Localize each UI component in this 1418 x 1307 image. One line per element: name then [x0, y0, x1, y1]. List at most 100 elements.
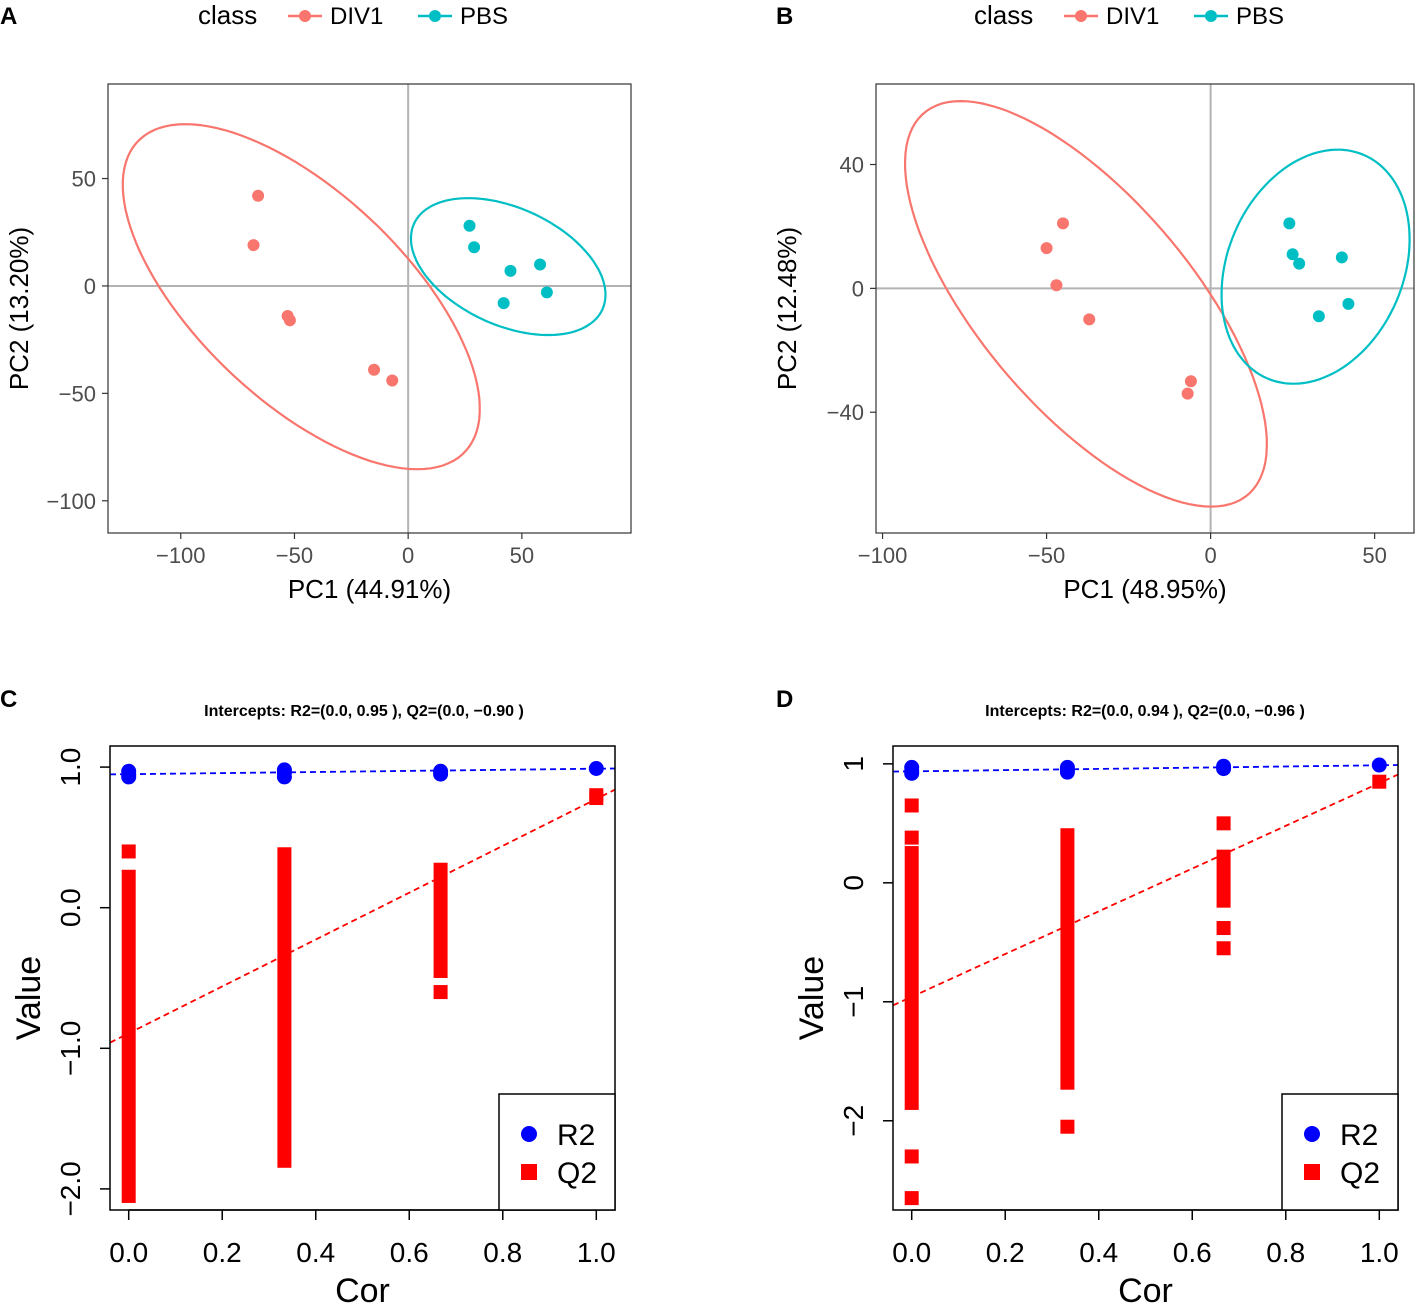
x-tick-label: 1.0 [1360, 1237, 1399, 1268]
x-tick-label: 0 [402, 543, 414, 568]
r2-point-8 [1216, 758, 1232, 774]
plot-area [121, 123, 607, 471]
y-axis-title: Value [793, 956, 831, 1040]
x-tick-label: 0.4 [1079, 1237, 1118, 1268]
legend-title: class [198, 0, 257, 30]
y-axis-title: PC2 (13.20%) [4, 227, 34, 390]
legend-r2-label: R2 [1340, 1119, 1378, 1152]
x-tick-label: −50 [1028, 543, 1065, 568]
r2-point-6 [1059, 759, 1075, 775]
y-tick-label: −1 [838, 986, 869, 1018]
y-tick-label: −40 [827, 400, 864, 425]
q2-point-1 [121, 844, 136, 859]
legend-label-div1: DIV1 [330, 3, 383, 30]
x-axis-title: Cor [1118, 1272, 1173, 1307]
r2-regression-line [893, 764, 1398, 773]
point-div1-3 [1050, 279, 1063, 292]
plot-frame [875, 83, 1415, 534]
point-pbs-2 [1286, 248, 1299, 261]
point-pbs-6 [540, 286, 553, 299]
y-tick-label: 0 [838, 875, 869, 891]
point-div1-1 [252, 189, 265, 202]
x-tick-label: 0.0 [109, 1237, 148, 1268]
y-axis-title: PC2 (12.48%) [772, 227, 802, 390]
r2-point-3 [904, 759, 920, 775]
q2-regression-line [893, 773, 1398, 1007]
x-tick-label: 0.4 [296, 1237, 335, 1268]
plot-area [893, 757, 1398, 1206]
ellipse-pbs [409, 197, 607, 337]
panel-d-permutation: D Intercepts: R2=(0.0, 0.94 ), Q2=(0.0, −… [776, 686, 1399, 1307]
y-tick-label: −1.0 [55, 1021, 86, 1076]
q2-point-1 [904, 798, 919, 813]
x-tick-label: 0.8 [483, 1237, 522, 1268]
q2-range-2 [277, 847, 292, 1168]
r2-regression-line [110, 767, 615, 776]
y-tick-label: −2.0 [55, 1161, 86, 1216]
point-pbs-3 [1293, 257, 1306, 270]
panel-c-permutation: C Intercepts: R2=(0.0, 0.95 ), Q2=(0.0, −… [0, 686, 616, 1307]
plot-area [110, 760, 615, 1203]
y-tick-label: 40 [840, 153, 864, 178]
r2-point-6 [276, 762, 292, 778]
ellipse-pbs [1220, 148, 1411, 385]
point-div1-6 [1181, 387, 1194, 400]
point-div1-5 [368, 363, 381, 376]
x-axis-title: Cor [335, 1272, 390, 1307]
y-tick-label: 1.0 [55, 748, 86, 787]
legend-box [498, 1093, 616, 1211]
y-tick-label: 50 [72, 167, 96, 192]
point-pbs-1 [1283, 217, 1296, 230]
q2-range-1 [904, 846, 919, 1110]
point-pbs-4 [1335, 251, 1348, 264]
q2-point-5 [1060, 1119, 1075, 1134]
y-tick-label: −2 [838, 1105, 869, 1137]
legend-key-pbs: PBS [418, 3, 508, 30]
point-pbs-3 [504, 264, 517, 277]
point-pbs-6 [1342, 297, 1355, 310]
x-tick-label: 0.6 [1173, 1237, 1212, 1268]
legend-box [1281, 1093, 1399, 1211]
legend-dot-div1 [1075, 10, 1087, 22]
y-tick-label: 0 [852, 276, 864, 301]
legend-label-pbs: PBS [460, 3, 508, 30]
point-pbs-4 [534, 258, 547, 271]
x-tick-label: 0.2 [203, 1237, 242, 1268]
q2-point-7 [1216, 921, 1231, 936]
q2-point-4 [904, 1191, 919, 1206]
x-axis-title: PC1 (44.91%) [288, 574, 451, 604]
legend-title: class [974, 0, 1033, 30]
q2-point-9 [1372, 774, 1387, 789]
panel-label-b: B [776, 3, 793, 30]
point-div1-4 [1083, 313, 1096, 326]
point-pbs-5 [497, 297, 510, 310]
plot-frame [107, 83, 632, 534]
x-tick-label: 1.0 [577, 1237, 616, 1268]
y-tick-label: 0 [84, 274, 96, 299]
x-tick-label: 50 [510, 543, 534, 568]
x-tick-label: 50 [1362, 543, 1386, 568]
x-tick-label: 0 [1204, 543, 1216, 568]
legend-dot-pbs [1205, 10, 1217, 22]
x-tick-label: 0.8 [1266, 1237, 1305, 1268]
legend-label-div1: DIV1 [1106, 3, 1159, 30]
x-tick-label: −100 [858, 543, 908, 568]
legend-label-pbs: PBS [1236, 3, 1284, 30]
x-tick-label: 0.6 [390, 1237, 429, 1268]
point-div1-6 [386, 374, 399, 387]
q2-point-3 [904, 1149, 919, 1164]
y-tick-label: 1 [838, 756, 869, 772]
point-pbs-2 [468, 241, 481, 254]
r2-point-8 [433, 766, 449, 782]
legend-dot-div1 [299, 10, 311, 22]
legend-key-div1: DIV1 [1064, 3, 1159, 30]
legend-key-div1: DIV1 [288, 3, 383, 30]
x-tick-label: 0.0 [892, 1237, 931, 1268]
legend-q2-label: Q2 [1340, 1157, 1380, 1190]
q2-point-6 [1216, 816, 1231, 831]
